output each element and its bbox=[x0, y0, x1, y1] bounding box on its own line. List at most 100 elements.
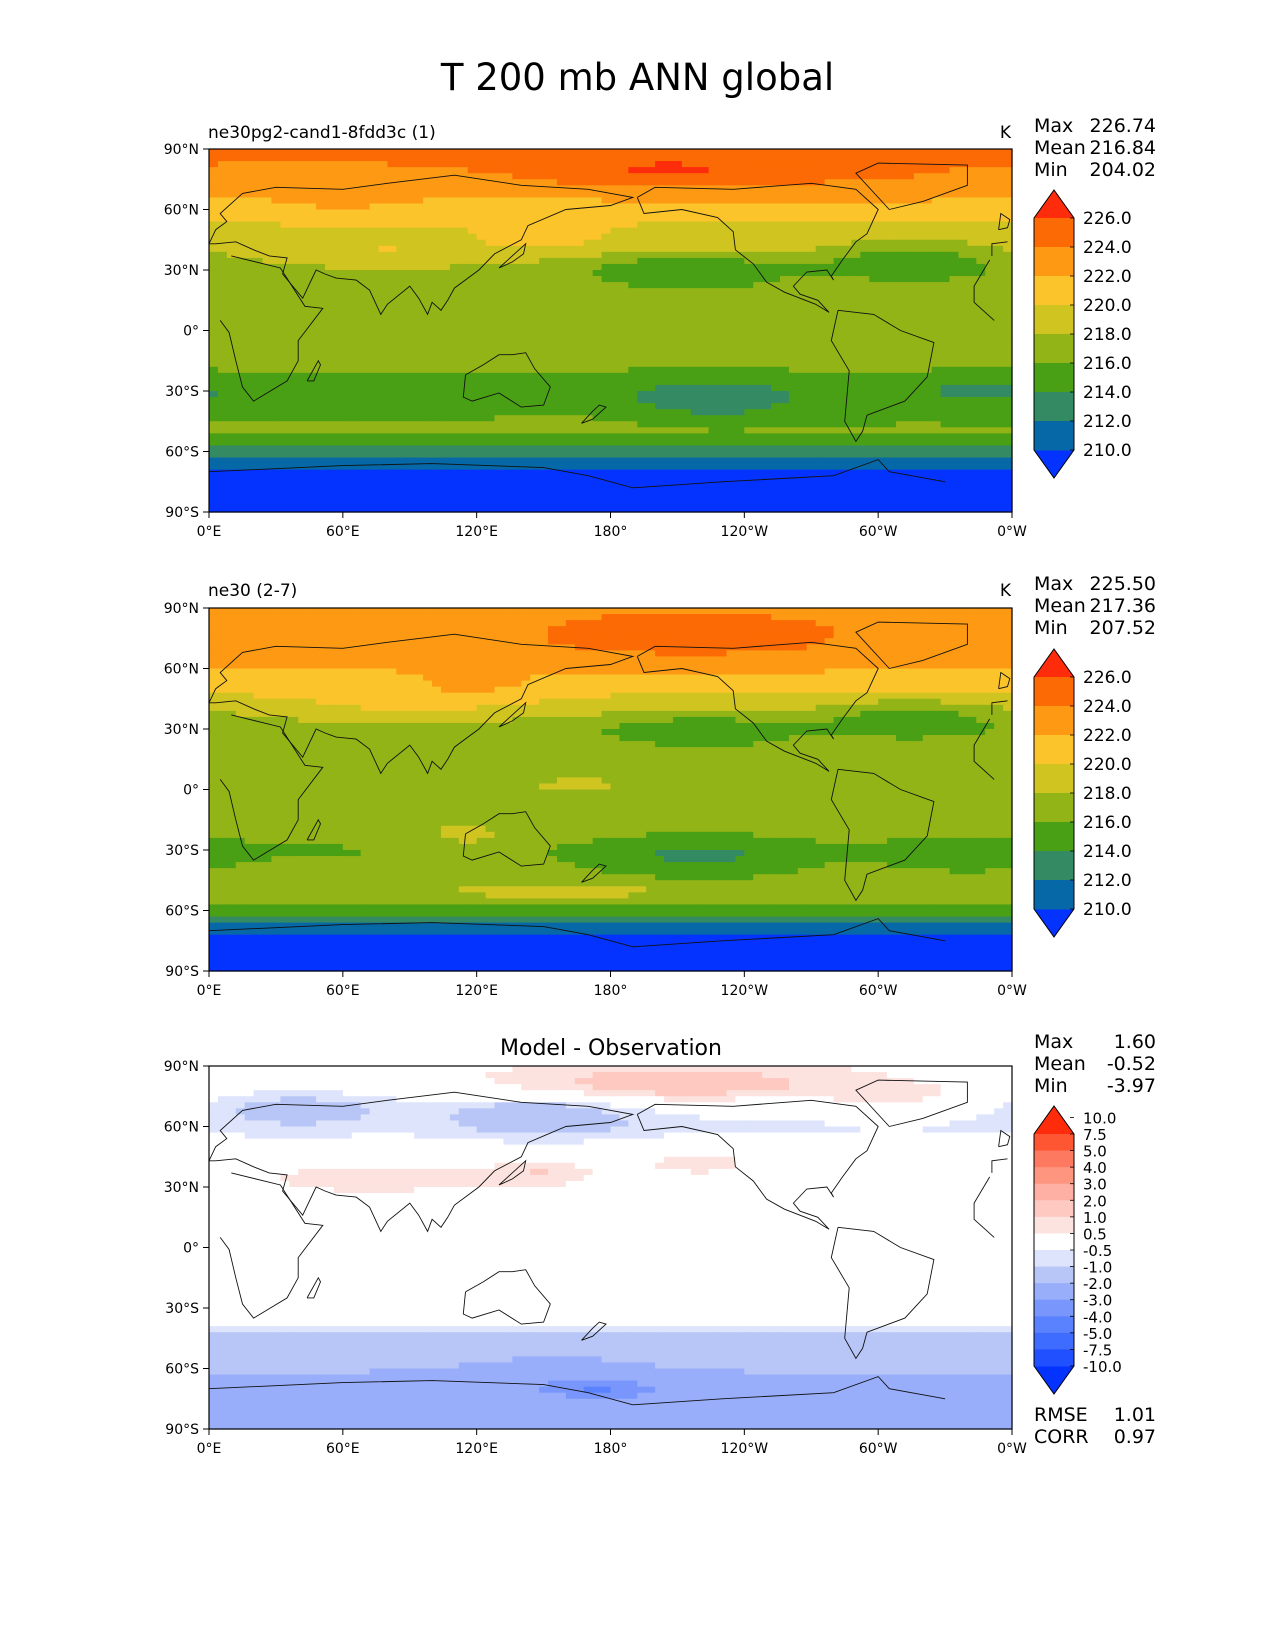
field-cell bbox=[637, 439, 647, 447]
field-cell bbox=[360, 221, 371, 229]
field-cell bbox=[548, 463, 558, 471]
field-cell bbox=[539, 288, 549, 295]
field-cell bbox=[521, 161, 531, 168]
field-cell bbox=[467, 469, 478, 477]
field-cell bbox=[940, 360, 951, 368]
field-cell bbox=[878, 318, 888, 326]
field-cell bbox=[351, 300, 362, 307]
field-cell bbox=[405, 427, 415, 434]
field-cell bbox=[405, 263, 415, 271]
field-cell bbox=[235, 336, 246, 344]
field-cell bbox=[539, 391, 549, 398]
field-cell bbox=[289, 276, 299, 283]
field-cell bbox=[753, 270, 763, 277]
field-cell bbox=[878, 149, 888, 156]
field-cell bbox=[1003, 233, 1013, 241]
field-cell bbox=[494, 300, 505, 307]
field-cell bbox=[726, 354, 737, 362]
field-cell bbox=[280, 403, 290, 410]
field-cell bbox=[887, 469, 897, 477]
field-cell bbox=[226, 427, 237, 434]
field-cell bbox=[307, 384, 317, 392]
field-cell bbox=[476, 330, 487, 338]
field-cell bbox=[324, 415, 335, 422]
field-cell bbox=[503, 433, 513, 440]
field-cell bbox=[708, 403, 719, 410]
field-cell bbox=[432, 276, 442, 283]
field-cell bbox=[414, 167, 424, 174]
field-cell bbox=[307, 403, 317, 410]
field-cell bbox=[842, 421, 852, 428]
field-cell bbox=[735, 336, 745, 344]
field-cell bbox=[521, 421, 531, 428]
field-cell bbox=[646, 336, 656, 344]
field-cell bbox=[342, 233, 353, 241]
field-cell bbox=[432, 391, 442, 398]
field-cell bbox=[610, 227, 621, 235]
field-cell bbox=[896, 197, 906, 205]
field-cell bbox=[324, 227, 335, 235]
field-cell bbox=[628, 270, 638, 277]
field-cell bbox=[530, 149, 540, 156]
field-cell bbox=[655, 239, 665, 247]
field-cell bbox=[253, 391, 264, 398]
field-cell bbox=[369, 161, 380, 168]
field-cell bbox=[209, 421, 219, 428]
field-cell bbox=[896, 173, 906, 180]
field-cell bbox=[771, 427, 781, 434]
field-cell bbox=[646, 463, 656, 471]
field-cell bbox=[797, 384, 808, 392]
field-cell bbox=[628, 294, 638, 301]
field-cell bbox=[521, 469, 531, 477]
field-cell bbox=[655, 427, 665, 434]
field-cell bbox=[253, 475, 264, 483]
field-cell bbox=[753, 439, 763, 447]
field-cell bbox=[494, 324, 505, 332]
field-cell bbox=[610, 403, 621, 410]
field-cell bbox=[592, 324, 603, 332]
field-cell bbox=[753, 245, 763, 253]
field-cell bbox=[289, 288, 299, 295]
field-cell bbox=[753, 427, 763, 434]
field-cell bbox=[521, 445, 531, 453]
field-cell bbox=[753, 342, 763, 350]
field-cell bbox=[432, 457, 442, 465]
field-cell bbox=[833, 324, 844, 332]
field-cell bbox=[771, 221, 781, 229]
field-cell bbox=[646, 221, 656, 229]
field-cell bbox=[940, 215, 951, 223]
field-cell bbox=[414, 469, 424, 477]
field-cell bbox=[592, 161, 603, 168]
field-cell bbox=[851, 415, 861, 422]
field-cell bbox=[887, 336, 897, 344]
field-cell bbox=[896, 475, 906, 483]
field-cell bbox=[610, 354, 621, 362]
field-cell bbox=[378, 409, 389, 416]
field-cell bbox=[922, 179, 933, 186]
field-cell bbox=[458, 330, 469, 338]
field-cell bbox=[958, 324, 968, 332]
field-cell bbox=[530, 469, 540, 477]
field-cell bbox=[253, 233, 264, 241]
field-cell bbox=[583, 203, 594, 211]
field-cell bbox=[958, 312, 968, 319]
field-cell bbox=[253, 276, 264, 283]
field-cell bbox=[762, 312, 772, 319]
field-cell bbox=[548, 300, 558, 307]
field-cell bbox=[913, 263, 924, 271]
field-cell bbox=[583, 475, 594, 483]
field-cell bbox=[244, 403, 255, 410]
field-cell bbox=[494, 360, 505, 368]
field-cell bbox=[887, 227, 897, 235]
field-cell bbox=[922, 330, 933, 338]
field-cell bbox=[432, 251, 442, 259]
field-cell bbox=[780, 221, 790, 229]
field-cell bbox=[771, 469, 781, 477]
field-cell bbox=[583, 403, 594, 410]
field-cell bbox=[432, 306, 442, 313]
field-cell bbox=[735, 149, 745, 156]
field-cell bbox=[440, 203, 451, 211]
field-cell bbox=[842, 167, 852, 174]
field-cell bbox=[298, 451, 308, 459]
field-cell bbox=[423, 439, 433, 447]
